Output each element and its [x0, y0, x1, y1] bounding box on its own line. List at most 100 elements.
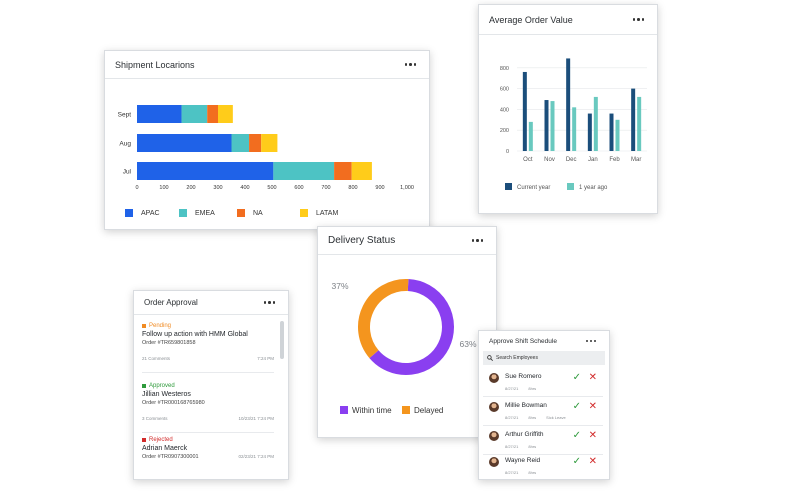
employee-name: Sue Romero — [505, 373, 542, 380]
bar-segment-emea — [273, 162, 335, 180]
legend-swatch — [505, 183, 512, 190]
scrollbar[interactable] — [280, 321, 284, 359]
card-title: Order Approval — [144, 298, 198, 307]
check-icon[interactable]: ✓ — [572, 401, 581, 412]
shipment-bar-chart: Sept Aug Jul 0 100 200 300 400 500 600 700 800 900 1,… — [118, 105, 414, 191]
bar-segment-emea — [231, 134, 250, 152]
x-tick-label: 0 — [135, 185, 138, 191]
aov-bar-chart: 0 200 400 600 800 Oct Nov Dec Jan Feb Mar Current y… — [500, 58, 647, 191]
check-icon[interactable]: ✓ — [572, 456, 581, 467]
card-title: Average Order Value — [489, 14, 573, 25]
more-options-icon[interactable] — [261, 298, 279, 307]
legend-label: EMEA — [195, 209, 215, 217]
legend-swatch — [179, 209, 187, 217]
order-approval-card: Order Approval Pending Follow up action … — [133, 290, 289, 480]
legend-item[interactable]: APAC — [125, 209, 160, 217]
bar-one-year-ago — [572, 107, 577, 151]
legend-label: Current year — [517, 185, 550, 191]
bar-segment-na — [334, 162, 352, 180]
order-number: Order #TR659801858 — [142, 340, 196, 346]
x-tick-label: Mar — [631, 157, 641, 163]
close-icon[interactable]: ✕ — [588, 372, 597, 383]
item-title: Follow up action with HMM Global — [142, 331, 248, 338]
x-tick-label: 800 — [348, 185, 357, 191]
close-icon[interactable]: ✕ — [588, 401, 597, 412]
y-tick-label: 0 — [506, 149, 509, 155]
timestamp: 7:24 PM — [257, 356, 274, 361]
more-options-icon[interactable] — [469, 236, 487, 245]
approval-item[interactable]: Approved Jillian Westeros Order #TR00016… — [142, 383, 274, 433]
shift-row: Wayne Reid 8/27/21 8hrs ✓ ✕ — [483, 453, 603, 481]
legend-item[interactable]: NA — [237, 209, 263, 217]
legend-label: Within time — [352, 406, 392, 415]
shift-row: Sue Romero 8/27/21 8hrs ✓ ✕ — [483, 369, 603, 397]
shift-row: Arthur Griffith 8/27/21 8hrs ✓ ✕ — [483, 427, 603, 455]
legend-item[interactable]: EMEA — [179, 209, 215, 217]
shift-hours: 8hrs — [528, 386, 537, 391]
bar-current-year — [631, 88, 636, 151]
card-header: Order Approval — [134, 291, 288, 315]
shift-date: 8/27/21 — [505, 470, 519, 475]
item-title: Jillian Westeros — [142, 391, 191, 398]
card-header: Average Order Value — [479, 5, 657, 35]
status-dot — [142, 438, 146, 442]
x-tick-label: Dec — [566, 157, 577, 163]
bar-current-year — [587, 113, 592, 151]
approve-shift-schedule-card: Approve Shift Schedule Search Employees … — [478, 330, 610, 480]
legend-swatch — [340, 406, 348, 414]
bar-one-year-ago — [550, 101, 555, 151]
x-tick-label: 400 — [240, 185, 249, 191]
employee-name: Arthur Griffith — [505, 431, 544, 438]
x-tick-label: 700 — [321, 185, 330, 191]
approval-item[interactable]: Rejected Adrian Maerck Order #TR09073000… — [142, 437, 274, 477]
comments-count[interactable]: 3 Comments — [142, 416, 168, 421]
comments-count[interactable]: 21 Comments — [142, 356, 171, 361]
search-field[interactable]: Search Employees — [483, 351, 605, 365]
card-header: Delivery Status — [318, 227, 496, 255]
bar-one-year-ago — [593, 96, 598, 151]
x-tick-label: Jan — [588, 157, 598, 163]
more-options-icon[interactable] — [630, 15, 648, 24]
bar-segment-apac — [137, 105, 182, 123]
legend-swatch — [300, 209, 308, 217]
shift-hours: 8hrs — [528, 470, 537, 475]
more-options-icon[interactable] — [583, 337, 599, 345]
x-tick-label: Feb — [609, 157, 620, 163]
status-dot — [142, 324, 146, 328]
x-tick-label: 100 — [159, 185, 168, 191]
order-number: Order #TR0907300001 — [142, 454, 199, 460]
status-badge: Rejected — [142, 437, 274, 443]
x-tick-label: 200 — [186, 185, 195, 191]
check-icon[interactable]: ✓ — [572, 372, 581, 383]
legend-label: NA — [253, 209, 263, 217]
approval-item[interactable]: Pending Follow up action with HMM Global… — [142, 323, 274, 373]
x-tick-label: Oct — [523, 157, 533, 163]
legend-label: LATAM — [316, 209, 339, 217]
status-dot — [142, 384, 146, 388]
legend-swatch — [237, 209, 245, 217]
legend-label: APAC — [141, 209, 160, 217]
slice-label-delayed: 37% — [331, 281, 348, 291]
donut-slice-within-time — [369, 279, 454, 375]
x-tick-label: 300 — [213, 185, 222, 191]
bar-segment-latam — [351, 162, 372, 180]
more-options-icon[interactable] — [402, 60, 420, 69]
bar-segment-emea — [181, 105, 208, 123]
legend-item[interactable]: LATAM — [300, 209, 338, 217]
order-number: Order #TR000168765980 — [142, 400, 205, 406]
card-title: Delivery Status — [328, 235, 396, 246]
card-header: Shipment Locarions — [105, 51, 429, 79]
close-icon[interactable]: ✕ — [588, 456, 597, 467]
bar-segment-latam — [261, 134, 278, 152]
bar-segment-na — [249, 134, 262, 152]
close-icon[interactable]: ✕ — [588, 430, 597, 441]
check-icon[interactable]: ✓ — [572, 430, 581, 441]
bar-segment-apac — [137, 162, 274, 180]
search-icon — [487, 355, 493, 361]
legend-swatch — [125, 209, 133, 217]
shift-date: 8/27/21 — [505, 444, 519, 449]
delivery-status-card: Delivery Status 37% 63% Within time Delayed — [317, 226, 497, 438]
status-label: Pending — [149, 323, 172, 329]
bar-segment-apac — [137, 134, 232, 152]
delivery-donut-chart: 37% 63% Within time Delayed — [331, 279, 477, 415]
